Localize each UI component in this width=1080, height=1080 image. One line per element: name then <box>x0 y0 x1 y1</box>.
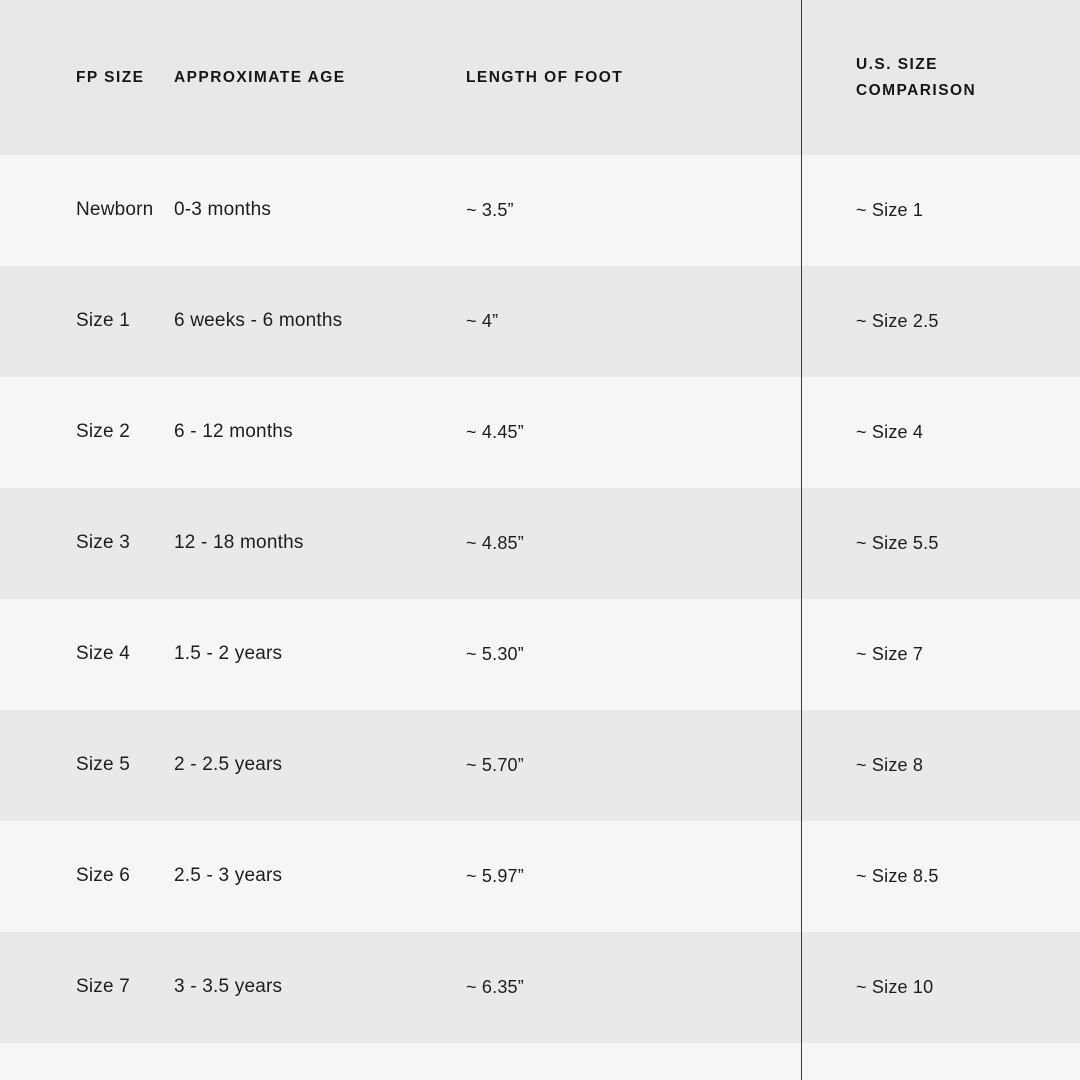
cell-fp-size: Size 7 <box>76 976 131 998</box>
cell-fp-size: Size 2 <box>76 421 131 443</box>
cell-length-of-foot: ~ 4.45” <box>466 421 524 442</box>
cell-length-of-foot: ~ 4” <box>466 310 499 331</box>
table-row: Newborn 0-3 months ~ 3.5” ~ Size 1 <box>0 155 1080 266</box>
column-header-length-of-foot: LENGTH OF FOOT <box>466 0 801 155</box>
cell-length-of-foot: ~ 5.30” <box>466 643 524 664</box>
cell-length-of-foot: ~ 5.70” <box>466 754 524 775</box>
cell-us-size-comparison: ~ Size 10 <box>856 976 934 997</box>
table-header: FP SIZE APPROXIMATE AGE LENGTH OF FOOT U… <box>0 0 1080 155</box>
column-header-length-of-foot-label: LENGTH OF FOOT <box>466 68 624 86</box>
cell-approximate-age: 6 - 12 months <box>174 421 293 443</box>
cell-fp-size: Size 4 <box>76 643 131 665</box>
cell-us-size-comparison: ~ Size 2.5 <box>856 310 939 331</box>
cell-fp-size: Size 5 <box>76 754 131 776</box>
column-header-approximate-age-label: APPROXIMATE AGE <box>174 68 346 86</box>
column-header-fp-size-label: FP SIZE <box>76 68 145 86</box>
cell-approximate-age: 1.5 - 2 years <box>174 643 283 665</box>
table-row: Size 7 3 - 3.5 years ~ 6.35” ~ Size 10 <box>0 932 1080 1043</box>
cell-approximate-age: 12 - 18 months <box>174 532 304 554</box>
cell-fp-size: Size 3 <box>76 532 131 554</box>
table-row: Size 4 1.5 - 2 years ~ 5.30” ~ Size 7 <box>0 599 1080 710</box>
table-row: Size 5 2 - 2.5 years ~ 5.70” ~ Size 8 <box>0 710 1080 821</box>
cell-fp-size: Size 6 <box>76 865 131 887</box>
column-header-us-size-comparison: U.S. SIZE COMPARISON <box>801 0 1080 155</box>
cell-us-size-comparison: ~ Size 8 <box>856 754 924 775</box>
cell-length-of-foot: ~ 3.5” <box>466 199 514 220</box>
size-chart-table: FP SIZE APPROXIMATE AGE LENGTH OF FOOT U… <box>0 0 1080 1043</box>
cell-length-of-foot: ~ 4.85” <box>466 532 524 553</box>
cell-approximate-age: 6 weeks - 6 months <box>174 310 343 332</box>
cell-approximate-age: 3 - 3.5 years <box>174 976 283 998</box>
cell-approximate-age: 0-3 months <box>174 199 272 221</box>
table-row: Size 1 6 weeks - 6 months ~ 4” ~ Size 2.5 <box>0 266 1080 377</box>
column-header-approximate-age: APPROXIMATE AGE <box>174 0 466 155</box>
header-row: FP SIZE APPROXIMATE AGE LENGTH OF FOOT U… <box>0 0 1080 155</box>
column-header-us-size-comparison-label: U.S. SIZE COMPARISON <box>856 56 977 99</box>
cell-fp-size: Size 1 <box>76 310 131 332</box>
cell-approximate-age: 2 - 2.5 years <box>174 754 283 776</box>
column-header-fp-size: FP SIZE <box>0 0 174 155</box>
cell-us-size-comparison: ~ Size 8.5 <box>856 865 939 886</box>
cell-us-size-comparison: ~ Size 5.5 <box>856 532 939 553</box>
table-row: Size 6 2.5 - 3 years ~ 5.97” ~ Size 8.5 <box>0 821 1080 932</box>
cell-us-size-comparison: ~ Size 4 <box>856 421 924 442</box>
cell-us-size-comparison: ~ Size 1 <box>856 199 924 220</box>
cell-fp-size: Newborn <box>76 199 154 221</box>
table-row: Size 2 6 - 12 months ~ 4.45” ~ Size 4 <box>0 377 1080 488</box>
table-body: Newborn 0-3 months ~ 3.5” ~ Size 1 Size 1 6 w… <box>0 155 1080 1043</box>
table-row: Size 3 12 - 18 months ~ 4.85” ~ Size 5.5 <box>0 488 1080 599</box>
cell-approximate-age: 2.5 - 3 years <box>174 865 283 887</box>
cell-length-of-foot: ~ 6.35” <box>466 976 524 997</box>
cell-length-of-foot: ~ 5.97” <box>466 865 524 886</box>
cell-us-size-comparison: ~ Size 7 <box>856 643 924 664</box>
